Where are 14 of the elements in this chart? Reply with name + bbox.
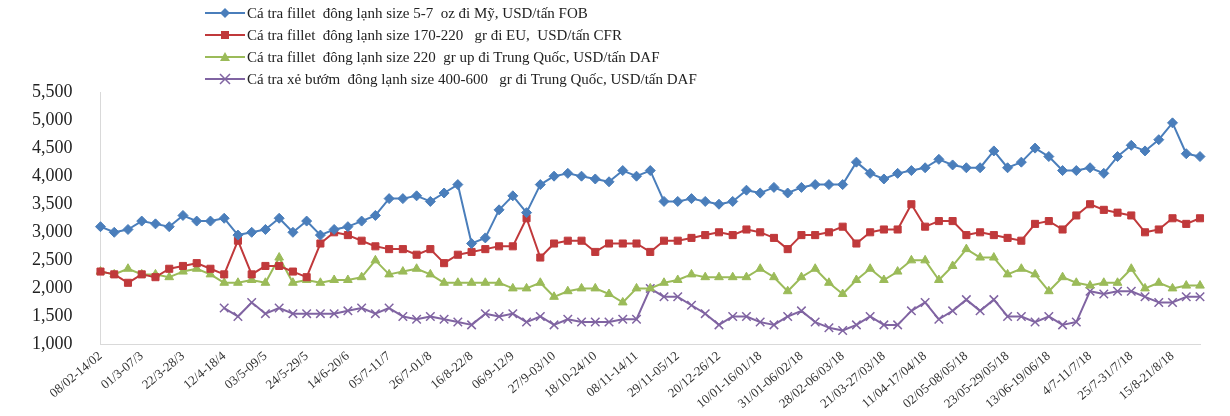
y-tick-label: 4,500	[32, 136, 73, 157]
y-tick-label: 4,000	[32, 164, 73, 185]
y-tick-label: 1,500	[32, 305, 73, 326]
legend-label: Cá tra fillet đông lạnh size 220 gr up đi Trung Quốc, USD/tấn DAF	[247, 48, 660, 67]
y-tick-label: 3,500	[32, 192, 73, 213]
y-tick-label: 3,000	[32, 221, 73, 242]
y-tick-label: 2,000	[32, 277, 73, 298]
legend-label: Cá tra fillet đông lạnh size 170-220 gr đi EU, USD/tấn CFR	[247, 26, 622, 45]
y-tick-label: 2,500	[32, 249, 73, 270]
y-tick-label: 5,000	[32, 108, 73, 129]
legend-label: Cá tra xẻ bướm đông lạnh size 400-600 gr đi Trung Quốc, USD/tấn DAF	[247, 70, 697, 89]
y-tick-label: 5,500	[32, 80, 73, 101]
legend-label: Cá tra fillet đông lạnh size 5-7 oz đi Mỹ, USD/tấn FOB	[247, 4, 588, 23]
y-tick-label: 1,000	[32, 333, 73, 354]
